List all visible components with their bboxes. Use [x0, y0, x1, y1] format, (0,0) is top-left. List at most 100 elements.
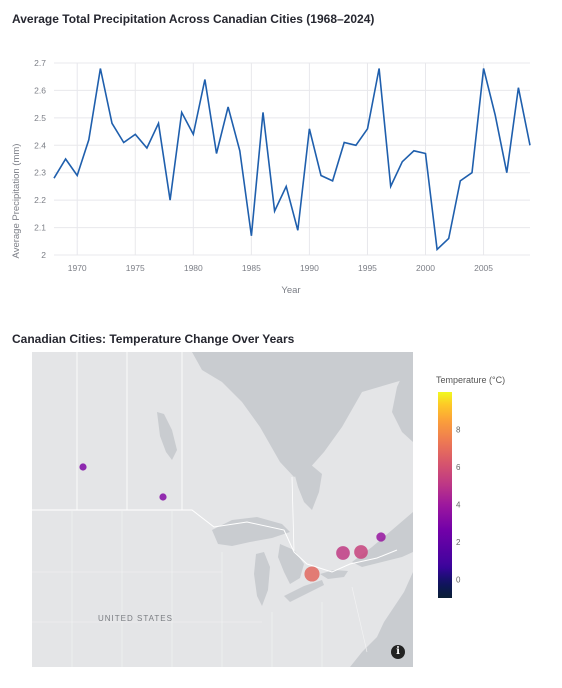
x-tick-label: 1980 [184, 263, 203, 273]
colorbar-gradient [438, 392, 452, 598]
province-borders [76, 352, 295, 553]
data-point[interactable] [248, 233, 254, 239]
city-point[interactable] [304, 566, 320, 582]
grid [54, 62, 530, 256]
map-plot[interactable]: UNITED STATES i [32, 352, 413, 667]
data-point[interactable] [423, 151, 429, 157]
precipitation-series-line[interactable] [53, 68, 531, 252]
data-point[interactable] [364, 126, 370, 132]
data-point[interactable] [318, 172, 324, 178]
map-basemap [32, 352, 413, 667]
atlantic-ocean [350, 572, 413, 667]
data-point[interactable] [411, 148, 417, 154]
data-point[interactable] [515, 85, 521, 91]
data-point[interactable] [399, 159, 405, 165]
labrador-sea [392, 352, 413, 442]
data-point[interactable] [155, 120, 161, 126]
lake-winnipeg [157, 412, 177, 460]
data-point[interactable] [469, 170, 475, 176]
data-point[interactable] [144, 145, 150, 151]
y-tick-label: 2.2 [34, 195, 46, 205]
data-point[interactable] [446, 236, 452, 242]
chart1-title: Average Total Precipitation Across Canad… [12, 12, 375, 26]
y-tick-label: 2.1 [34, 223, 46, 233]
data-point[interactable] [214, 151, 220, 157]
lake-ontario [320, 570, 348, 579]
data-point[interactable] [167, 197, 173, 203]
colorbar: Temperature (°C) 0 2 4 6 8 [436, 375, 505, 598]
y-tick-label: 2.3 [34, 168, 46, 178]
precipitation-line-chart: 22.12.22.32.42.52.62.7 1970 1975 1980 1985 1… [11, 58, 533, 296]
chart2-title: Canadian Cities: Temperature Change Over… [12, 332, 295, 346]
y-tick-labels: 2 2.1 2.2 2.3 2.4 2.5 2.6 2.7 [34, 58, 46, 260]
data-point[interactable] [376, 65, 382, 71]
state-borders [32, 510, 368, 667]
data-point[interactable] [97, 65, 103, 71]
data-point[interactable] [225, 104, 231, 110]
data-point[interactable] [132, 131, 138, 137]
city-point[interactable] [376, 532, 386, 542]
colorbar-tick-label: 2 [456, 538, 461, 547]
x-axis-label: Year [281, 285, 300, 296]
data-point[interactable] [179, 109, 185, 115]
x-tick-label: 1990 [300, 263, 319, 273]
colorbar-tick-label: 6 [456, 463, 461, 472]
map-label-united-states: UNITED STATES [98, 614, 173, 623]
y-axis-label: Average Precipitation (mm) [11, 144, 22, 259]
data-point[interactable] [306, 126, 312, 132]
data-point[interactable] [295, 227, 301, 233]
city-point[interactable] [336, 546, 350, 560]
data-point[interactable] [260, 109, 266, 115]
data-point[interactable] [202, 76, 208, 82]
data-point[interactable] [527, 142, 533, 148]
colorbar-title: Temperature (°C) [436, 375, 505, 385]
colorbar-tick-label: 0 [456, 575, 461, 584]
data-point[interactable] [190, 131, 196, 137]
y-tick-label: 2.5 [34, 113, 46, 123]
x-tick-label: 2000 [416, 263, 435, 273]
colorbar-dark-end [438, 568, 452, 598]
city-point[interactable] [79, 463, 87, 471]
data-point[interactable] [109, 120, 115, 126]
lake-huron [278, 544, 304, 584]
data-point[interactable] [121, 140, 127, 146]
x-tick-label: 1985 [242, 263, 261, 273]
data-point[interactable] [481, 65, 487, 71]
x-tick-labels: 1970 1975 1980 1985 1990 1995 2000 2005 [68, 263, 494, 273]
data-point[interactable] [388, 183, 394, 189]
colorbar-ticks: 0 2 4 6 8 [456, 425, 461, 584]
lake-michigan [254, 552, 270, 606]
x-tick-label: 1975 [126, 263, 145, 273]
data-point[interactable] [283, 183, 289, 189]
data-point[interactable] [457, 178, 463, 184]
y-tick-label: 2.4 [34, 140, 46, 150]
y-tick-label: 2 [41, 250, 46, 260]
james-bay [294, 464, 322, 510]
colorbar-tick-label: 8 [456, 425, 461, 434]
lake-erie [284, 580, 324, 602]
data-point[interactable] [504, 170, 510, 176]
hudson-bay [192, 352, 413, 477]
x-tick-label: 2005 [474, 263, 493, 273]
city-point[interactable] [159, 493, 167, 501]
data-point[interactable] [341, 140, 347, 146]
x-tick-label: 1970 [68, 263, 87, 273]
data-point[interactable] [51, 175, 57, 181]
data-point[interactable] [237, 148, 243, 154]
data-point[interactable] [63, 156, 69, 162]
data-point[interactable] [272, 208, 278, 214]
y-tick-label: 2.7 [34, 58, 46, 68]
x-tick-label: 1995 [358, 263, 377, 273]
data-point[interactable] [330, 178, 336, 184]
data-point[interactable] [492, 112, 498, 118]
data-point[interactable] [86, 137, 92, 143]
y-tick-label: 2.6 [34, 85, 46, 95]
info-icon[interactable]: i [391, 645, 405, 659]
data-point[interactable] [353, 142, 359, 148]
city-points-layer [79, 463, 386, 582]
colorbar-tick-label: 4 [456, 500, 461, 509]
city-point[interactable] [354, 545, 368, 559]
data-point[interactable] [74, 172, 80, 178]
data-points [51, 65, 533, 252]
data-point[interactable] [434, 247, 440, 253]
